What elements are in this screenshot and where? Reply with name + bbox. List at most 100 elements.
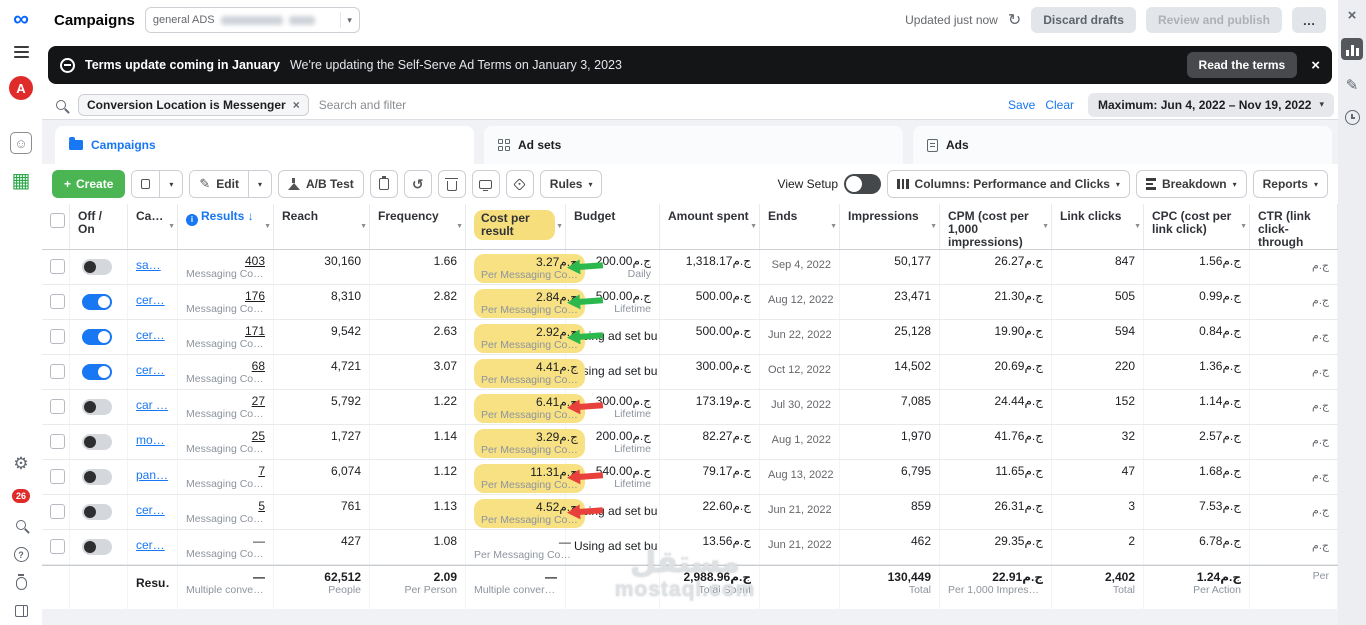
clear-filter-link[interactable]: Clear: [1045, 97, 1075, 112]
col-header-frequency[interactable]: Frequency ▼: [370, 204, 466, 249]
col-header-campaign[interactable]: Campaign▼: [128, 204, 178, 249]
chevron-down-icon[interactable]: ▾: [340, 12, 352, 28]
results-value[interactable]: 27: [251, 394, 265, 408]
duplicate-caret[interactable]: ▾: [159, 171, 183, 197]
row-toggle[interactable]: [82, 364, 112, 380]
results-value[interactable]: 68: [251, 359, 265, 373]
row-toggle[interactable]: [82, 504, 112, 520]
row-toggle[interactable]: [82, 434, 112, 450]
banner-close-icon[interactable]: ×: [1311, 56, 1320, 74]
pin-note-button[interactable]: [369, 170, 398, 198]
campaigns-nav-icon[interactable]: ▦: [11, 170, 31, 192]
edit-button[interactable]: ✎ Edit: [190, 171, 248, 197]
tag-button[interactable]: [505, 170, 534, 198]
tab-campaigns[interactable]: Campaigns: [55, 126, 474, 164]
row-toggle[interactable]: [82, 329, 112, 345]
close-icon[interactable]: ×: [1347, 7, 1357, 24]
report-bug-icon[interactable]: [15, 574, 27, 590]
edit-caret[interactable]: ▾: [247, 171, 271, 197]
more-options-button[interactable]: …: [1292, 7, 1326, 33]
notifications-badge[interactable]: 26: [12, 489, 30, 503]
account-selector[interactable]: general ADS ▾: [144, 7, 360, 33]
filter-chip[interactable]: Conversion Location is Messenger ×: [78, 93, 309, 116]
col-header-results[interactable]: i Results ↓ ▼: [178, 204, 274, 249]
campaign-name-link[interactable]: car …: [136, 398, 169, 412]
meta-logo-icon[interactable]: ∞: [13, 6, 29, 31]
results-value[interactable]: 176: [244, 289, 265, 303]
search-filter-input[interactable]: [318, 97, 998, 112]
row-checkbox[interactable]: [50, 434, 65, 449]
results-value[interactable]: 7: [258, 464, 265, 478]
row-checkbox[interactable]: [50, 329, 65, 344]
row-toggle[interactable]: [82, 469, 112, 485]
account-overview-icon[interactable]: ☺: [10, 132, 32, 154]
row-toggle[interactable]: [82, 294, 112, 310]
col-header-onoff[interactable]: Off / On: [70, 204, 128, 249]
account-avatar[interactable]: A: [9, 76, 33, 100]
row-toggle[interactable]: [82, 259, 112, 275]
campaign-name-link[interactable]: cer…: [136, 293, 165, 307]
history-icon[interactable]: [1344, 110, 1360, 125]
columns-button[interactable]: Columns: Performance and Clicks ▾: [887, 170, 1130, 198]
col-header-budget[interactable]: Budget: [566, 204, 660, 249]
row-checkbox[interactable]: [50, 539, 65, 554]
col-header-impressions[interactable]: Impressions ▼: [840, 204, 940, 249]
col-header-cpm[interactable]: CPM (cost per 1,000 impressions) ▼: [940, 204, 1052, 249]
col-header-cost-per-result[interactable]: Cost per result ▼: [466, 204, 566, 249]
row-checkbox[interactable]: [50, 364, 65, 379]
date-range-selector[interactable]: Maximum: Jun 4, 2022 – Nov 19, 2022 ▾: [1088, 92, 1334, 117]
results-value[interactable]: 5: [258, 499, 265, 513]
row-checkbox[interactable]: [50, 469, 65, 484]
row-toggle[interactable]: [82, 399, 112, 415]
results-value[interactable]: 403: [244, 254, 265, 268]
col-header-ends[interactable]: Ends ▼: [760, 204, 840, 249]
tab-ads[interactable]: Ads: [913, 126, 1332, 164]
menu-icon[interactable]: [13, 46, 29, 58]
campaign-name-link[interactable]: cer…: [136, 538, 165, 552]
remove-filter-icon[interactable]: ×: [292, 97, 300, 112]
undo-button[interactable]: ↺: [403, 170, 432, 198]
campaign-name-link[interactable]: cer…: [136, 328, 165, 342]
row-checkbox[interactable]: [50, 294, 65, 309]
search-icon[interactable]: [16, 520, 26, 530]
results-value[interactable]: —: [253, 534, 265, 548]
row-toggle[interactable]: [82, 539, 112, 555]
discard-drafts-button[interactable]: Discard drafts: [1031, 7, 1136, 33]
ab-test-button[interactable]: A/B Test: [277, 170, 364, 198]
campaign-name-link[interactable]: pan…: [136, 468, 169, 482]
row-checkbox[interactable]: [50, 504, 65, 519]
settings-icon[interactable]: ⚙: [13, 454, 29, 473]
row-checkbox[interactable]: [50, 259, 65, 274]
col-header-amount-spent[interactable]: Amount spent ▼: [660, 204, 760, 249]
refresh-icon[interactable]: ↻: [1007, 12, 1022, 29]
read-terms-button[interactable]: Read the terms: [1186, 52, 1298, 78]
select-all-checkbox[interactable]: [50, 213, 65, 228]
col-header-link-clicks[interactable]: Link clicks ▼: [1052, 204, 1144, 249]
edit-panel-icon[interactable]: ✎: [1345, 77, 1359, 94]
campaign-name-link[interactable]: cer…: [136, 363, 165, 377]
col-header-ctr[interactable]: CTR (link click-through rate): [1250, 204, 1338, 249]
delete-button[interactable]: [437, 170, 466, 198]
insights-chart-icon[interactable]: [1341, 38, 1363, 60]
link-clicks-value: 47: [1121, 464, 1135, 478]
campaign-name-link[interactable]: cer…: [136, 503, 165, 517]
preview-button[interactable]: [471, 170, 500, 198]
results-value[interactable]: 171: [244, 324, 265, 338]
review-publish-button[interactable]: Review and publish: [1145, 7, 1282, 33]
create-button[interactable]: + Create: [52, 170, 126, 198]
col-header-cpc[interactable]: CPC (cost per link click) ▼: [1144, 204, 1250, 249]
col-header-reach[interactable]: Reach ▼: [274, 204, 370, 249]
campaign-name-link[interactable]: mo…: [136, 433, 165, 447]
duplicate-button[interactable]: [132, 171, 160, 197]
tab-ad-sets[interactable]: Ad sets: [484, 126, 903, 164]
help-icon[interactable]: ?: [13, 547, 29, 562]
collapse-panel-icon[interactable]: [14, 605, 28, 617]
save-filter-link[interactable]: Save: [1007, 97, 1036, 112]
campaign-name-link[interactable]: sa…: [136, 258, 161, 272]
view-setup-toggle[interactable]: [844, 174, 882, 194]
results-value[interactable]: 25: [251, 429, 265, 443]
row-checkbox[interactable]: [50, 399, 65, 414]
rules-button[interactable]: Rules ▾: [539, 170, 603, 198]
reports-button[interactable]: Reports ▾: [1252, 170, 1328, 198]
breakdown-button[interactable]: Breakdown ▾: [1135, 170, 1247, 198]
